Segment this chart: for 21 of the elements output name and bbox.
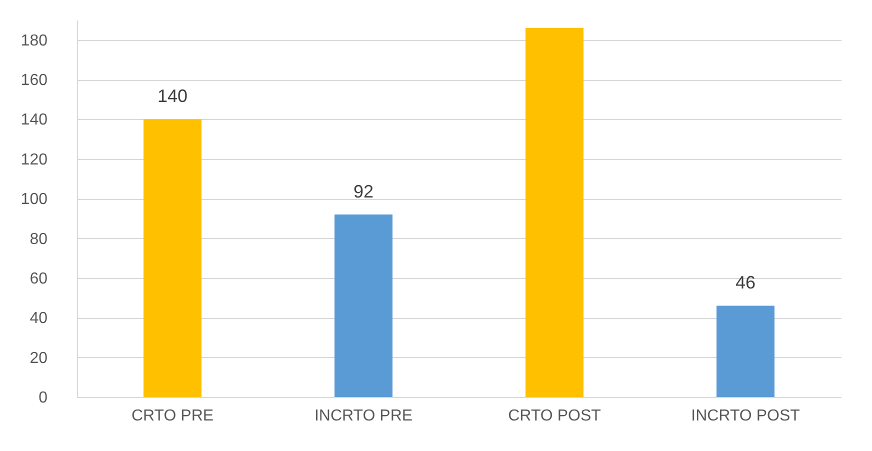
x-tick-label: INCRTO PRE: [314, 408, 413, 424]
y-tick-label: 60: [30, 270, 48, 288]
y-tick-label: 100: [20, 191, 48, 208]
y-tick-label: 40: [30, 310, 48, 328]
bar: [526, 28, 584, 397]
y-tick-label: 180: [20, 32, 48, 50]
bar: [144, 119, 202, 397]
data-label: 140: [157, 86, 188, 106]
data-label: 92: [353, 181, 374, 202]
x-tick-label: INCRTO POST: [691, 408, 800, 424]
x-tick-label: CRTO POST: [508, 408, 602, 424]
y-tick-label: 20: [30, 350, 48, 367]
y-tick-label: 160: [20, 72, 48, 90]
y-tick-label: 0: [38, 390, 48, 406]
y-tick-label: 140: [20, 112, 48, 129]
bar: [716, 306, 774, 397]
bar: [334, 214, 392, 397]
y-tick-label: 80: [30, 230, 48, 248]
x-tick-label: CRTO PRE: [131, 408, 214, 424]
y-tick-label: 120: [20, 151, 48, 168]
data-label: 46: [735, 272, 756, 293]
